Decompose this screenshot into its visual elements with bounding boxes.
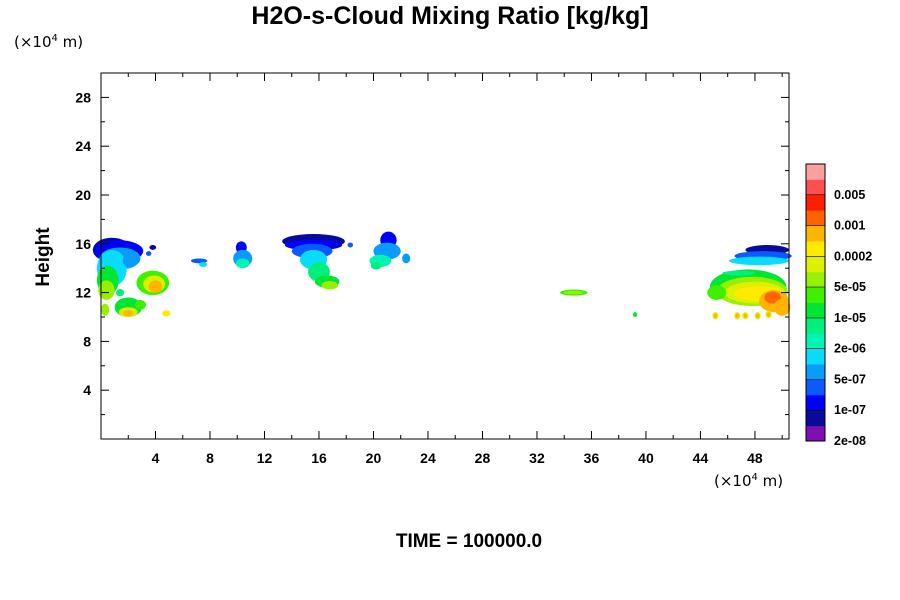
cloud-patch [713, 313, 718, 318]
x-tick-label: 16 [311, 450, 327, 466]
x-axis: 4 8 12 16 20 24 28 32 36 40 44 48 [127, 73, 783, 466]
colorbar-swatch [806, 410, 825, 427]
x-tick-label: 4 [152, 450, 160, 466]
cloud-patch [122, 310, 134, 317]
colorbar-swatch [806, 164, 825, 180]
colorbar-swatch [806, 317, 825, 334]
colorbar-label: 5e-05 [834, 280, 866, 294]
colorbar-label: 1e-07 [834, 403, 866, 417]
cloud-patch [135, 299, 146, 310]
cloud-patch [402, 253, 411, 264]
cloud-patch [370, 262, 382, 270]
x-tick-label: 32 [529, 450, 545, 466]
y-tick-label: 20 [75, 187, 91, 203]
cloud-patch [115, 288, 125, 297]
cloud-patch [235, 258, 250, 269]
cloud-patch [707, 285, 727, 300]
cloud-patch [98, 280, 115, 300]
cloud-patch [564, 290, 584, 295]
cloud-patch [633, 312, 638, 317]
cloud-patch [735, 313, 739, 318]
colorbar: 0.005 0.001 0.0002 5e-05 1e-05 2e-06 5e-07 1e-0… [805, 163, 872, 448]
chart-title: H2O-s-Cloud Mixing Ratio [kg/kg] [251, 2, 649, 30]
x-tick-label: 12 [257, 450, 273, 466]
x-tick-label: 8 [206, 450, 214, 466]
colorbar-label: 0.001 [834, 219, 865, 233]
x-axis-unit: (×104 m) [714, 472, 784, 490]
cloud-patch [199, 262, 208, 267]
cloud-patch [743, 313, 748, 318]
colorbar-label: 5e-07 [834, 372, 866, 386]
y-tick-label: 24 [75, 138, 91, 154]
cloud-patch [122, 254, 134, 267]
cloud-patch [347, 242, 354, 248]
y-axis-unit: (×104 m) [14, 33, 84, 51]
colorbar-swatch [806, 256, 825, 273]
cloud-patch [148, 280, 163, 293]
y-tick-label: 4 [83, 382, 91, 398]
colorbar-label: 2e-08 [834, 434, 866, 448]
cloud-patch [162, 310, 171, 317]
time-label: TIME = 100000.0 [395, 531, 543, 552]
y-tick-label: 16 [75, 236, 91, 252]
plot-area [101, 73, 789, 439]
cloud-patch [190, 258, 208, 264]
colorbar-swatch [806, 364, 825, 380]
cloud-patch [722, 270, 755, 276]
plot-frame [100, 72, 790, 440]
y-tick-label: 8 [83, 333, 91, 349]
colorbar-swatch [806, 179, 825, 196]
x-tick-label: 36 [584, 450, 600, 466]
cloud-patch [149, 245, 157, 250]
cloud-patch [101, 303, 110, 316]
colorbar-swatch [806, 240, 825, 257]
y-tick-label: 12 [75, 285, 91, 301]
colorbar-label: 0.0002 [834, 249, 872, 263]
cloud-patch [145, 251, 152, 256]
x-tick-label: 24 [420, 450, 436, 466]
cloud-patch [729, 256, 789, 266]
cloud-patch [321, 281, 339, 290]
colorbar-swatch [806, 287, 825, 303]
x-tick-label: 20 [366, 450, 382, 466]
colorbar-label: 1e-05 [834, 311, 866, 325]
colorbar-swatch [806, 394, 825, 411]
x-tick-label: 28 [475, 450, 491, 466]
colorbar-swatch [806, 194, 825, 211]
colorbar-swatch [806, 333, 825, 350]
colorbar-swatch [806, 225, 825, 242]
colorbar-swatch [806, 425, 825, 442]
x-tick-label: 44 [693, 450, 709, 466]
colorbar-swatch [806, 210, 825, 227]
y-tick-label: 28 [75, 89, 91, 105]
colorbar-label: 0.005 [834, 188, 865, 202]
cloud-patch [764, 291, 781, 304]
cloud-patch [774, 298, 791, 316]
colorbar-label: 2e-06 [834, 342, 866, 356]
colorbar-swatch [806, 271, 825, 288]
cloud-patch [766, 312, 771, 317]
cloud-patch [756, 313, 760, 318]
colorbar-swatch [806, 348, 825, 365]
y-axis: 4 8 12 16 20 24 28 [75, 89, 789, 416]
colorbar-swatch [806, 302, 825, 319]
x-tick-label: 48 [747, 450, 763, 466]
x-tick-label: 40 [638, 450, 654, 466]
colorbar-swatch [806, 379, 825, 396]
